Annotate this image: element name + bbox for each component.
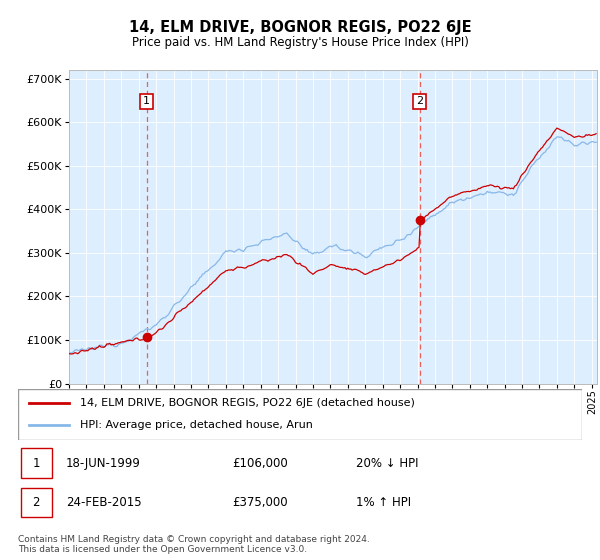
Text: £375,000: £375,000 (232, 496, 288, 509)
Text: 14, ELM DRIVE, BOGNOR REGIS, PO22 6JE (detached house): 14, ELM DRIVE, BOGNOR REGIS, PO22 6JE (d… (80, 398, 415, 408)
Text: 1% ↑ HPI: 1% ↑ HPI (356, 496, 412, 509)
Text: 2: 2 (416, 96, 423, 106)
Text: Contains HM Land Registry data © Crown copyright and database right 2024.
This d: Contains HM Land Registry data © Crown c… (18, 535, 370, 554)
FancyBboxPatch shape (21, 449, 52, 478)
FancyBboxPatch shape (21, 488, 52, 517)
Text: 1: 1 (32, 457, 40, 470)
Text: £106,000: £106,000 (232, 457, 288, 470)
Text: 2: 2 (32, 496, 40, 509)
Text: Price paid vs. HM Land Registry's House Price Index (HPI): Price paid vs. HM Land Registry's House … (131, 36, 469, 49)
FancyBboxPatch shape (18, 389, 582, 440)
Text: 18-JUN-1999: 18-JUN-1999 (66, 457, 141, 470)
Text: 1: 1 (143, 96, 150, 106)
Text: 14, ELM DRIVE, BOGNOR REGIS, PO22 6JE: 14, ELM DRIVE, BOGNOR REGIS, PO22 6JE (128, 20, 472, 35)
Text: 24-FEB-2015: 24-FEB-2015 (66, 496, 142, 509)
Text: 20% ↓ HPI: 20% ↓ HPI (356, 457, 419, 470)
Text: HPI: Average price, detached house, Arun: HPI: Average price, detached house, Arun (80, 421, 313, 431)
